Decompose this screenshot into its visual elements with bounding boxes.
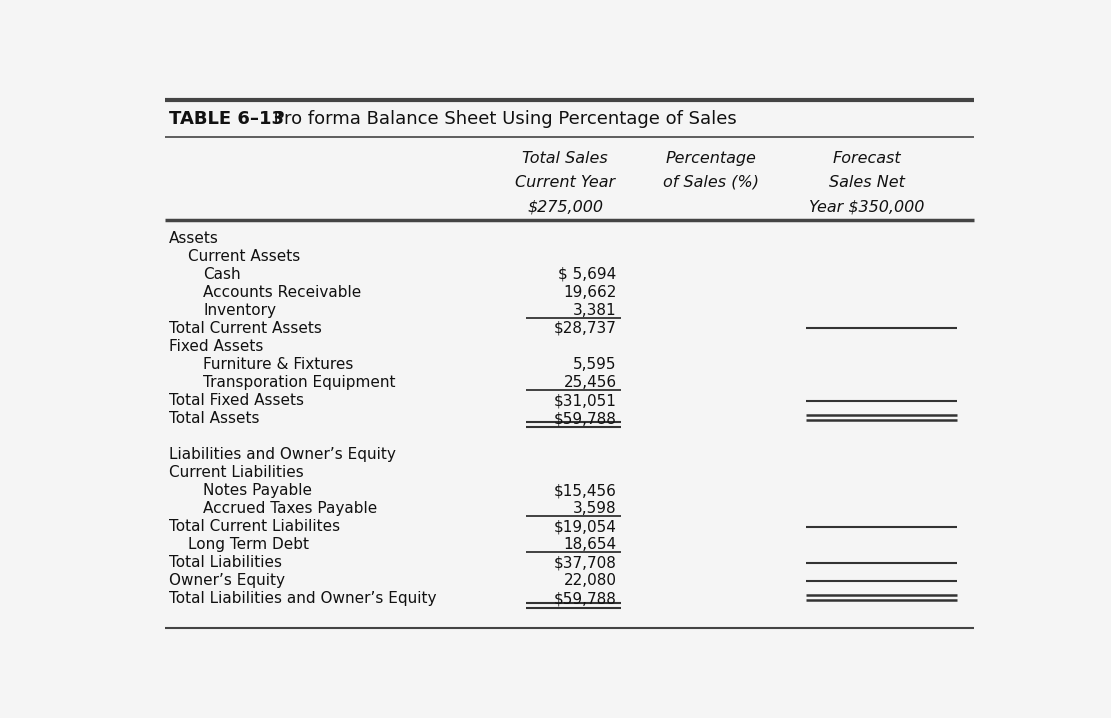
Text: $15,456: $15,456 (554, 483, 617, 498)
Text: Current Year: Current Year (516, 175, 615, 190)
Text: Furniture & Fixtures: Furniture & Fixtures (203, 357, 353, 372)
Text: 3,598: 3,598 (573, 501, 617, 516)
Text: $59,788: $59,788 (554, 411, 617, 426)
Text: $ 5,694: $ 5,694 (559, 267, 617, 281)
Text: Total Sales: Total Sales (522, 151, 608, 166)
Text: Total Liabilities and Owner’s Equity: Total Liabilities and Owner’s Equity (169, 592, 437, 607)
Text: $28,737: $28,737 (554, 321, 617, 336)
Text: $31,051: $31,051 (554, 393, 617, 408)
Text: Owner’s Equity: Owner’s Equity (169, 574, 286, 588)
Text: 18,654: 18,654 (563, 537, 617, 552)
Text: 19,662: 19,662 (563, 285, 617, 300)
Text: Cash: Cash (203, 267, 241, 281)
Text: Total Fixed Assets: Total Fixed Assets (169, 393, 304, 408)
Text: Current Assets: Current Assets (188, 248, 300, 264)
Text: Current Liabilities: Current Liabilities (169, 465, 303, 480)
Text: Accounts Receivable: Accounts Receivable (203, 285, 362, 300)
Text: Accrued Taxes Payable: Accrued Taxes Payable (203, 501, 378, 516)
Text: Inventory: Inventory (203, 303, 277, 318)
Text: 22,080: 22,080 (563, 574, 617, 588)
Text: Percentage: Percentage (665, 151, 757, 166)
Text: Total Assets: Total Assets (169, 411, 260, 426)
Text: TABLE 6–13: TABLE 6–13 (169, 111, 284, 129)
Text: $37,708: $37,708 (554, 555, 617, 570)
Text: $19,054: $19,054 (554, 519, 617, 534)
Text: 3,381: 3,381 (573, 303, 617, 318)
Text: Total Current Assets: Total Current Assets (169, 321, 322, 336)
Text: Notes Payable: Notes Payable (203, 483, 312, 498)
Text: 25,456: 25,456 (563, 375, 617, 390)
Text: of Sales (%): of Sales (%) (663, 175, 760, 190)
Text: Total Liabilities: Total Liabilities (169, 555, 282, 570)
Text: Year $350,000: Year $350,000 (809, 199, 924, 214)
Text: Long Term Debt: Long Term Debt (188, 537, 309, 552)
Text: Assets: Assets (169, 230, 219, 246)
Text: Transporation Equipment: Transporation Equipment (203, 375, 396, 390)
Text: Fixed Assets: Fixed Assets (169, 339, 263, 354)
Text: $59,788: $59,788 (554, 592, 617, 607)
Text: Total Current Liabilites: Total Current Liabilites (169, 519, 340, 534)
Text: $275,000: $275,000 (527, 199, 603, 214)
Text: Forecast: Forecast (832, 151, 901, 166)
Text: Pro forma Balance Sheet Using Percentage of Sales: Pro forma Balance Sheet Using Percentage… (262, 111, 737, 129)
Text: Liabilities and Owner’s Equity: Liabilities and Owner’s Equity (169, 447, 396, 462)
Text: 5,595: 5,595 (573, 357, 617, 372)
Text: Sales Net: Sales Net (829, 175, 904, 190)
